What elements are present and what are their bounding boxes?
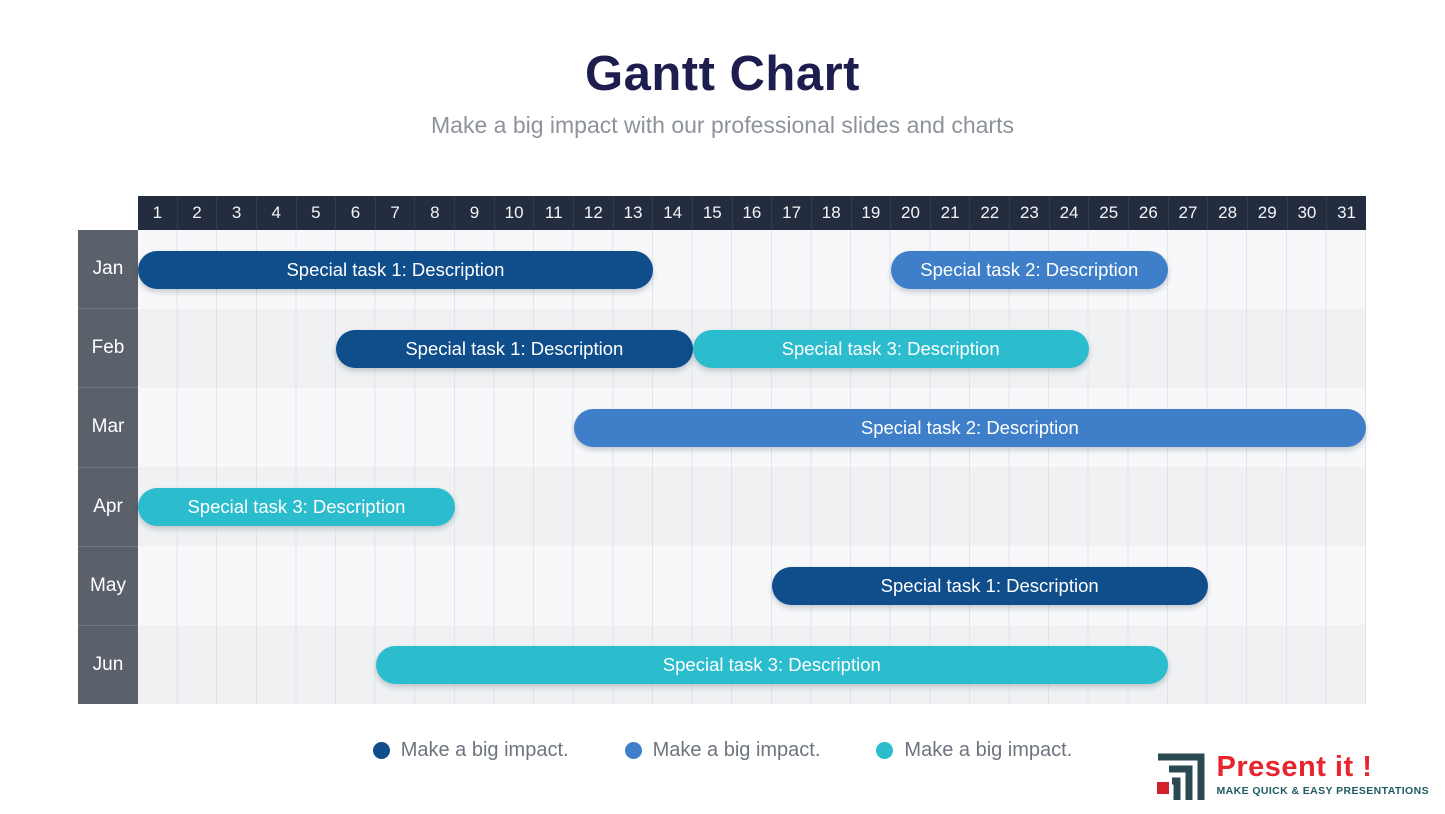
day-header-cell: 11 <box>533 196 573 230</box>
logo: Present it ! MAKE QUICK & EASY PRESENTAT… <box>1154 750 1429 800</box>
day-header-cell: 14 <box>652 196 692 230</box>
gantt-task-bar: Special task 1: Description <box>771 566 1208 605</box>
gantt-task-bar: Special task 3: Description <box>692 329 1089 368</box>
day-header-cell: 30 <box>1286 196 1327 230</box>
legend-label: Make a big impact. <box>904 739 1073 761</box>
legend-item: Make a big impact. <box>624 739 821 762</box>
day-header-cell: 9 <box>454 196 494 230</box>
day-header-cell: 2 <box>176 196 217 230</box>
day-header-cell: 3 <box>216 196 256 230</box>
month-label-may: May <box>78 545 138 625</box>
legend-dot <box>876 742 894 759</box>
day-header-cell: 27 <box>1167 196 1208 230</box>
day-header-cell: 29 <box>1246 196 1287 230</box>
grid-rows <box>138 230 1366 704</box>
legend-dot <box>372 742 390 759</box>
legend-label: Make a big impact. <box>400 739 569 761</box>
gantt-task-bar: Special task 3: Description <box>138 487 455 526</box>
gantt-task-bar: Special task 2: Description <box>890 250 1168 289</box>
day-header-cell: 5 <box>295 196 336 230</box>
day-header-row: 1 2 3 4 5 6 7 8 9 10 11 12 13 14 15 16 17 18 19 20 21 22 23 24 2… <box>138 196 1366 230</box>
month-label-jan: Jan <box>92 258 124 280</box>
day-header-cell: 26 <box>1128 196 1168 230</box>
logo-name: Present it ! <box>1216 751 1373 783</box>
day-header-cell: 21 <box>929 196 970 230</box>
day-header-cell: 13 <box>612 196 653 230</box>
day-header-cell: 7 <box>374 196 415 230</box>
day-header-cell: 24 <box>1048 196 1089 230</box>
gantt-body: Jan Feb Mar Apr May Jun Special task 1: Descr… <box>78 230 1366 704</box>
day-header-cell: 12 <box>573 196 613 230</box>
day-header-cell: 6 <box>335 196 375 230</box>
legend: Make a big impact. Make a big impact. Make… <box>0 739 1445 762</box>
month-column: Jan Feb Mar Apr May Jun <box>78 230 138 704</box>
grid-area: Special task 1: Description Special task … <box>138 230 1366 704</box>
month-label-mar: Mar <box>78 387 138 466</box>
day-header-cell: 17 <box>771 196 811 230</box>
logo-text: Present it ! MAKE QUICK & EASY PRESENTAT… <box>1216 751 1429 798</box>
gantt-task-bar: Special task 3: Description <box>375 645 1168 684</box>
month-label-jun: Jun <box>78 624 138 704</box>
page-subtitle: Make a big impact with our professional … <box>431 112 1014 138</box>
day-header-cell: 4 <box>255 196 296 230</box>
legend-item: Make a big impact. <box>372 739 569 762</box>
day-header-cell: 23 <box>1009 196 1049 230</box>
day-header-cell: 28 <box>1207 196 1247 230</box>
day-header-cell: 20 <box>890 196 930 230</box>
gantt-task-bar: Special task 2: Description <box>573 408 1366 447</box>
day-header-cell: 8 <box>414 196 454 230</box>
day-header-cell: 19 <box>850 196 891 230</box>
month-label-feb: Feb <box>78 308 138 387</box>
gantt-chart: 1 2 3 4 5 6 7 8 9 10 11 12 13 14 15 16 17 18 19 20 21 22 23 24 2… <box>78 196 1366 704</box>
day-header-cell: 31 <box>1326 196 1366 230</box>
legend-item: Make a big impact. <box>876 739 1072 762</box>
month-label-apr: Apr <box>78 466 138 546</box>
logo-tagline: MAKE QUICK & EASY PRESENTATIONS <box>1216 785 1429 797</box>
legend-dot <box>624 742 642 759</box>
legend-label: Make a big impact. <box>652 739 821 761</box>
day-header-cell: 16 <box>731 196 772 230</box>
gantt-task-bar: Special task 1: Description <box>138 250 653 289</box>
gantt-task-bar: Special task 1: Description <box>336 329 693 368</box>
day-header-cell: 25 <box>1088 196 1128 230</box>
day-header-cell: 15 <box>691 196 732 230</box>
title-block: Gantt Chart Make a big impact with our p… <box>0 46 1445 139</box>
day-header-cell: 22 <box>969 196 1009 230</box>
day-header-cell: 18 <box>810 196 851 230</box>
day-header-cell: 10 <box>493 196 534 230</box>
logo-icon <box>1157 753 1205 800</box>
day-header-cell: 1 <box>152 203 163 222</box>
page-title: Gantt Chart <box>585 47 860 101</box>
